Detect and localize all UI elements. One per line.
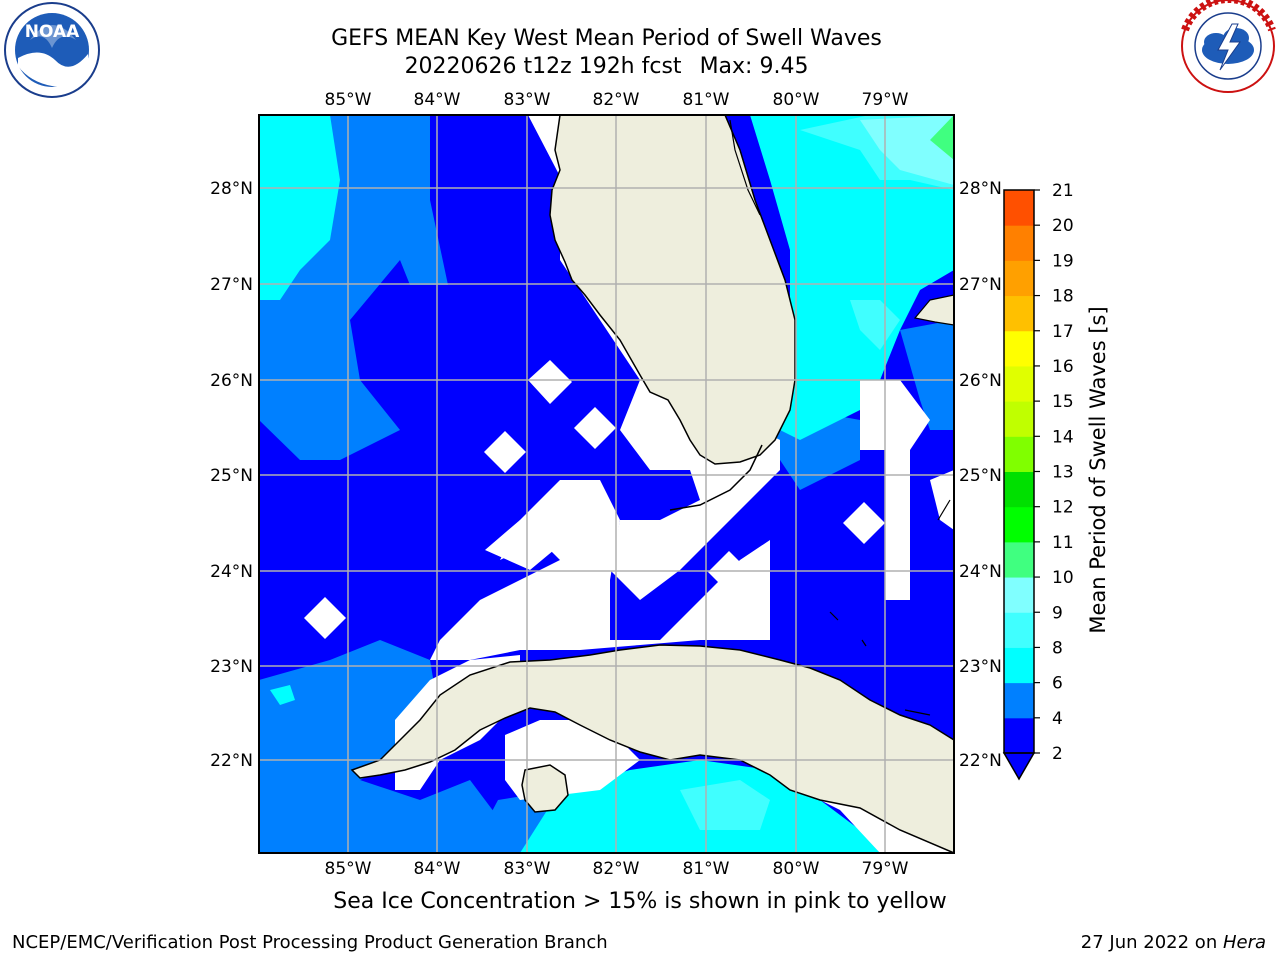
lat-label: 26°N (959, 371, 1002, 391)
colorbar-tick-label: 20 (1052, 216, 1074, 236)
lon-labels-bottom: 85°W 84°W 83°W 82°W 81°W 80°W 79°W (325, 859, 909, 879)
lon-label: 81°W (683, 90, 730, 110)
lon-label: 80°W (773, 859, 820, 879)
lat-label: 25°N (959, 466, 1002, 486)
colorbar-tick-label: 2 (1052, 744, 1063, 764)
lon-label: 84°W (414, 859, 461, 879)
svg-text:NOAA: NOAA (25, 22, 80, 42)
lat-label: 27°N (959, 275, 1002, 295)
lat-label: 26°N (210, 371, 253, 391)
colorbar-label: Mean Period of Swell Waves [s] (1086, 306, 1110, 634)
swell-field-9-10s (860, 115, 954, 185)
lat-label: 27°N (210, 275, 253, 295)
colorbar-segment (1004, 541, 1034, 578)
lon-label: 82°W (593, 90, 640, 110)
colorbar-segment (1004, 682, 1034, 719)
lon-labels-top: 85°W 84°W 83°W 82°W 81°W 80°W 79°W (325, 90, 909, 110)
colorbar-segment (1004, 365, 1034, 402)
colorbar-tick-label: 13 (1052, 463, 1074, 483)
colorbar-segment (1004, 471, 1034, 508)
colorbar-segment (1004, 717, 1034, 754)
colorbar-tick-label: 8 (1052, 638, 1063, 658)
land-florida (549, 115, 796, 465)
lon-label: 82°W (593, 859, 640, 879)
lat-label: 23°N (210, 657, 253, 677)
map-frame (258, 114, 955, 854)
lat-label: 28°N (959, 179, 1002, 199)
lon-label: 83°W (504, 859, 551, 879)
lon-label: 84°W (414, 90, 461, 110)
gridlines (259, 115, 954, 853)
colorbar-segment (1004, 401, 1034, 437)
forecast-date: 20220626 t12z 192h fcst (404, 54, 682, 79)
lon-label: 79°W (862, 90, 909, 110)
lat-label: 25°N (210, 466, 253, 486)
lat-label: 24°N (959, 562, 1002, 582)
lon-label: 80°W (773, 90, 820, 110)
colorbar-segment (1004, 647, 1034, 684)
chart-title: GEFS MEAN Key West Mean Period of Swell … (331, 26, 882, 51)
colorbar-segment (1004, 260, 1034, 297)
colorbar-tick-label: 6 (1052, 674, 1063, 694)
footer-date: 27 Jun 2022 on Hera (1081, 932, 1266, 953)
lon-label: 85°W (325, 90, 372, 110)
colorbar-segment (1004, 295, 1034, 332)
land-cuba (350, 644, 954, 853)
sea-ice-note: Sea Ice Concentration > 15% is shown in … (333, 889, 947, 914)
colorbar-tick-label: 15 (1052, 392, 1074, 412)
colorbar-tick-label: 19 (1052, 251, 1074, 271)
footer-date-text: 27 Jun 2022 on (1080, 932, 1223, 953)
lat-label: 22°N (210, 751, 253, 771)
noaa-logo: NOAA (4, 2, 100, 98)
footer-credit: NCEP/EMC/Verification Post Processing Pr… (12, 932, 608, 953)
lat-label: 22°N (959, 751, 1002, 771)
colorbar: 2 4 6 8 9 10 11 12 13 14 15 16 17 18 19 20 21 (1002, 181, 1074, 781)
lat-labels-right: 28°N 27°N 26°N 25°N 24°N 23°N 22°N (959, 179, 1002, 771)
lon-label: 83°W (504, 90, 551, 110)
colorbar-tick-label: 12 (1052, 498, 1074, 518)
nws-logo (1181, 0, 1276, 93)
colorbar-segment (1004, 436, 1034, 472)
colorbar-segment (1004, 506, 1034, 543)
lat-label: 28°N (210, 179, 253, 199)
colorbar-segment (1004, 190, 1034, 226)
colorbar-segment (1004, 577, 1034, 613)
colorbar-segment (1004, 225, 1034, 261)
colorbar-tick-label: 16 (1052, 357, 1074, 377)
lon-label: 85°W (325, 859, 372, 879)
max-value: Max: 9.45 (699, 54, 809, 79)
colorbar-tick-label: 14 (1052, 427, 1074, 447)
swell-field-10-11s (930, 115, 954, 160)
colorbar-tick-label: 18 (1052, 287, 1074, 307)
colorbar-tick-label: 11 (1052, 533, 1074, 553)
colorbar-extend-arrow (1002, 752, 1036, 781)
map-area (259, 115, 954, 853)
colorbar-tick-label: 17 (1052, 322, 1074, 342)
colorbar-tick-label: 4 (1052, 709, 1063, 729)
lat-label: 23°N (959, 657, 1002, 677)
land-isla-juventud (521, 764, 569, 813)
colorbar-segment (1004, 330, 1034, 367)
chart-subtitle: 20220626 t12z 192h fcst Max: 9.45 (0, 54, 1213, 79)
lat-label: 24°N (210, 562, 253, 582)
colorbar-tick-label: 21 (1052, 181, 1074, 201)
colorbar-segment (1004, 612, 1034, 648)
lon-label: 81°W (683, 859, 730, 879)
lon-label: 79°W (862, 859, 909, 879)
colorbar-tick-label: 9 (1052, 603, 1063, 623)
footer-host: Hera (1222, 932, 1266, 953)
lat-labels-left: 28°N 27°N 26°N 25°N 24°N 23°N 22°N (210, 179, 253, 771)
colorbar-tick-label: 10 (1052, 568, 1074, 588)
